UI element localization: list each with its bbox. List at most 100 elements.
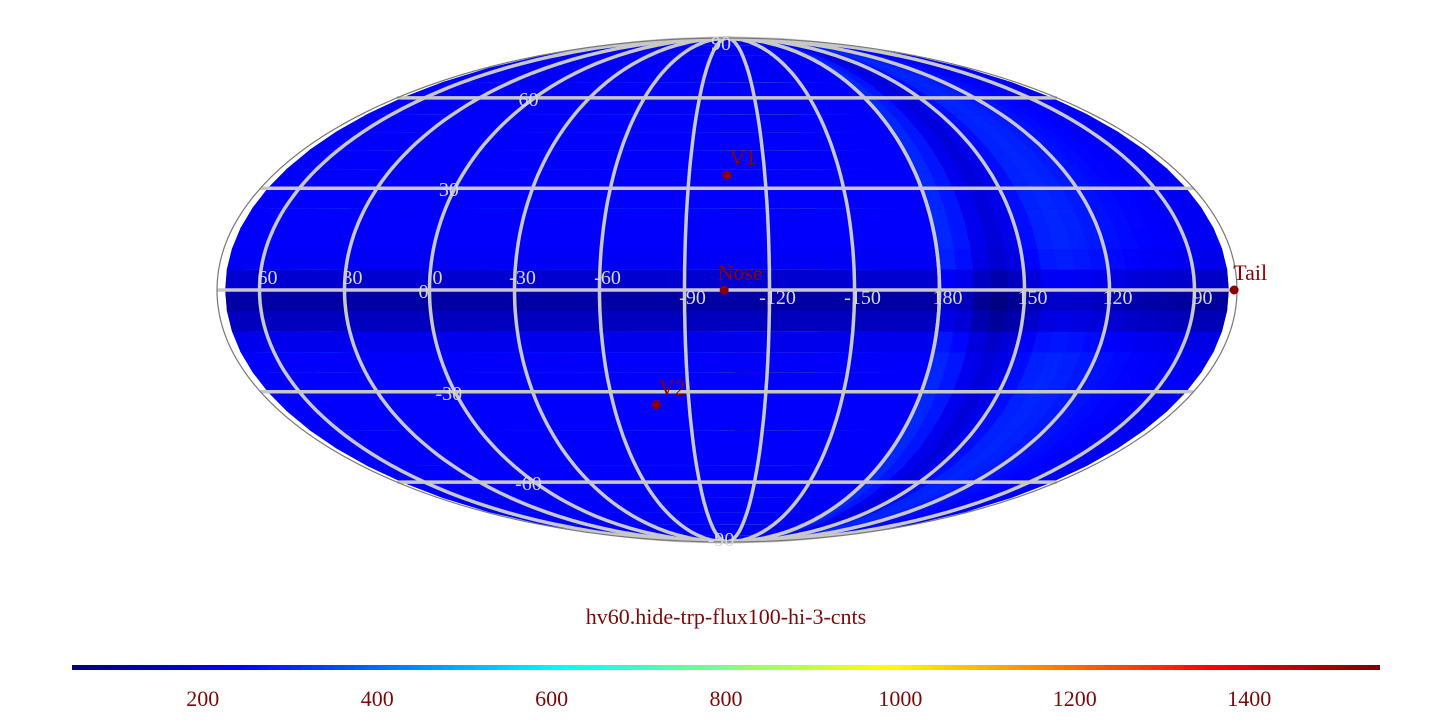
colorbar-segment	[649, 665, 662, 670]
colorbar-segment	[856, 665, 869, 670]
lat-label: -90	[708, 529, 735, 551]
colorbar-segment	[1096, 665, 1108, 670]
colorbar-segment	[627, 665, 640, 670]
colorbar-segment	[344, 665, 356, 670]
colorbar-segment	[1358, 665, 1370, 670]
colorbar-segment	[1042, 665, 1054, 670]
colorbar-segment	[595, 665, 607, 670]
lon-label: 60	[258, 267, 278, 289]
marker-label-v1: V1	[730, 145, 757, 170]
colorbar-segment	[1249, 665, 1261, 670]
colorbar-segment	[551, 665, 563, 670]
lon-label: -60	[594, 267, 621, 289]
marker-v2	[651, 400, 661, 410]
colorbar-segment	[93, 665, 106, 670]
colorbar-segment	[813, 665, 825, 670]
colorbar-segment	[540, 665, 553, 670]
lon-label: -150	[844, 287, 881, 309]
colorbar-segment	[954, 665, 967, 670]
sky-pixel	[1057, 289, 1076, 312]
graticule	[217, 36, 1237, 544]
colorbar-segment	[835, 665, 847, 670]
colorbar-segment	[475, 665, 487, 670]
colorbar-segment	[322, 665, 335, 670]
colorbar-segment	[660, 665, 672, 670]
colorbar-segment	[82, 665, 95, 670]
colorbar-segment	[562, 665, 574, 670]
colorbar-segment	[126, 665, 138, 670]
colorbar-segment	[235, 665, 247, 670]
sky-pixel	[989, 289, 1008, 312]
colorbar-segment	[1216, 665, 1228, 670]
sky-pixel	[1141, 268, 1161, 291]
colorbar-segment	[726, 665, 738, 670]
colorbar-segment	[1129, 665, 1141, 670]
colorbar-segment	[213, 665, 226, 670]
lat-label: -30	[436, 383, 463, 405]
colorbar-segment	[366, 665, 378, 670]
colorbar-segment	[333, 665, 345, 670]
colorbar-segment	[409, 665, 422, 670]
colorbar-segment	[1369, 665, 1380, 670]
colorbar-segment	[1053, 665, 1065, 670]
colorbar-segment	[311, 665, 324, 670]
colorbar-segment	[72, 665, 84, 670]
colorbar-segment	[355, 665, 367, 670]
colorbar-segment	[279, 665, 291, 670]
sky-pixel	[1057, 268, 1076, 291]
lat-label: 60	[518, 89, 538, 111]
colorbar-segment	[170, 665, 182, 670]
colorbar-segment	[486, 665, 498, 670]
sky-pixel	[1036, 310, 1058, 332]
colorbar-segment	[257, 665, 269, 670]
colorbar-tick-label: 800	[709, 686, 743, 711]
colorbar-segment	[1162, 665, 1174, 670]
colorbar-segment	[976, 665, 989, 670]
marker-label-nose: Nose	[718, 260, 763, 285]
colorbar-segment	[900, 665, 912, 670]
colorbar-tick-label: 1200	[1052, 686, 1097, 711]
sky-pixel	[989, 268, 1008, 291]
lon-label: 30	[343, 267, 363, 289]
colorbar-segment	[704, 665, 716, 670]
lon-label: 120	[1103, 287, 1133, 309]
colorbar-segment	[290, 665, 302, 670]
colorbar-segment	[191, 665, 204, 670]
colorbar-segment	[1063, 665, 1076, 670]
lon-label: 0	[433, 267, 443, 289]
sky-pixel	[972, 268, 991, 291]
lat-label: -60	[515, 473, 542, 495]
colorbar-segment	[420, 665, 433, 670]
lat-label: 30	[439, 179, 459, 201]
colorbar-segment	[1303, 665, 1316, 670]
sky-pixel	[986, 310, 1007, 332]
lon-label: -30	[509, 267, 536, 289]
colorbar-segment	[1205, 665, 1217, 670]
colorbar-segment	[1020, 665, 1032, 670]
marker-label-v2: V2	[659, 375, 686, 400]
colorbar-segment	[802, 665, 814, 670]
sky-pixel	[969, 248, 990, 270]
colorbar-segment	[965, 665, 978, 670]
colorbar-segment	[388, 665, 400, 670]
colorbar-segment	[224, 665, 236, 670]
colorbar-tick-label: 1000	[878, 686, 923, 711]
colorbar-segment	[780, 665, 792, 670]
colorbar-segment	[1325, 665, 1337, 670]
sky-pixel	[953, 248, 974, 270]
colorbar-segment	[1238, 665, 1250, 670]
marker-nose	[719, 285, 729, 295]
colorbar-segment	[497, 665, 509, 670]
colorbar-segment	[617, 665, 629, 670]
colorbar-segment	[1172, 665, 1185, 670]
colorbar-segment	[181, 665, 193, 670]
colorbar-segment	[736, 665, 749, 670]
lat-label: 0	[419, 281, 429, 303]
sky-pixel	[1209, 268, 1229, 291]
colorbar-segment	[377, 665, 389, 670]
colorbar-segment	[148, 665, 160, 670]
colorbar-segment	[911, 665, 923, 670]
colorbar-segment	[518, 665, 531, 670]
colorbar-segment	[1336, 665, 1348, 670]
sky-pixel	[969, 310, 990, 332]
